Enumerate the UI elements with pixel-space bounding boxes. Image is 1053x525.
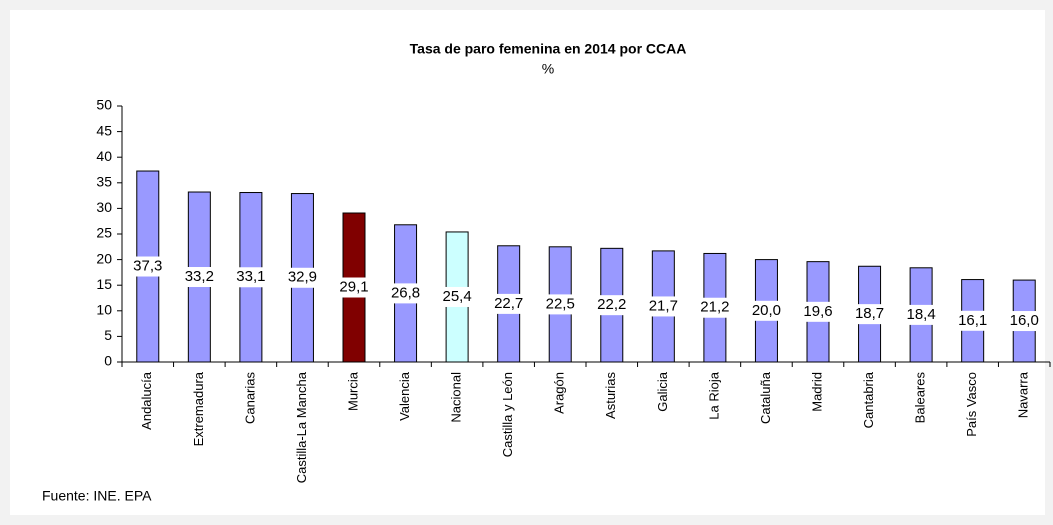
- x-tick-label: Cataluña: [758, 371, 773, 424]
- x-tick-label: La Rioja: [706, 371, 721, 419]
- value-label-bg: [1004, 311, 1045, 332]
- value-label: 32,9: [288, 269, 317, 286]
- y-tick-label: 30: [96, 199, 112, 215]
- y-tick-label: 0: [104, 353, 112, 369]
- value-label: 22,7: [494, 295, 523, 312]
- x-tick-label: Valencia: [397, 371, 412, 421]
- value-label-bg: [282, 267, 323, 288]
- x-tick-label: Extremadura: [191, 371, 206, 446]
- value-label-bg: [230, 267, 271, 288]
- value-label-bg: [694, 297, 735, 318]
- value-label: 25,4: [443, 288, 472, 305]
- chart-subtitle: %: [542, 61, 554, 77]
- value-label-bg: [385, 283, 426, 304]
- x-tick-label: Asturias: [603, 372, 618, 419]
- x-tick-label: Canarias: [242, 372, 257, 425]
- x-tick-label: Castilla y León: [500, 372, 515, 457]
- y-tick-label: 10: [96, 302, 112, 318]
- y-tick-label: 40: [96, 148, 112, 164]
- value-label: 21,7: [649, 297, 678, 314]
- value-label: 21,2: [700, 299, 729, 316]
- value-label-bg: [901, 304, 942, 325]
- y-tick-label: 35: [96, 174, 112, 190]
- x-tick-label: País Vasco: [964, 372, 979, 437]
- value-label: 16,0: [1010, 312, 1039, 329]
- value-label: 33,2: [185, 268, 214, 285]
- value-label: 19,6: [803, 303, 832, 320]
- value-label-bg: [334, 277, 374, 298]
- x-tick-label: Andalucía: [139, 371, 154, 430]
- value-label: 37,3: [133, 257, 162, 274]
- y-tick-label: 5: [104, 327, 112, 343]
- source-note: Fuente: INE. EPA: [42, 488, 152, 504]
- x-tick-label: Murcia: [345, 371, 360, 411]
- x-tick-label: Cantabria: [861, 371, 876, 428]
- value-label: 22,2: [597, 296, 626, 313]
- y-tick-label: 20: [96, 250, 112, 266]
- value-label-bg: [437, 286, 478, 307]
- x-tick-label: Galicia: [655, 371, 670, 412]
- value-label-bg: [952, 310, 993, 331]
- value-label: 29,1: [339, 278, 368, 295]
- y-tick-label: 25: [96, 225, 112, 241]
- value-label-bg: [746, 300, 787, 321]
- x-tick-label: Nacional: [449, 372, 464, 423]
- value-label: 18,4: [907, 306, 936, 323]
- y-tick-label: 15: [96, 276, 112, 292]
- value-label: 26,8: [391, 284, 420, 301]
- x-tick-label: Castilla-La Mancha: [294, 371, 309, 483]
- x-tick-label: Baleares: [913, 372, 928, 424]
- y-tick-label: 50: [96, 97, 112, 113]
- value-label-bg: [488, 293, 529, 314]
- value-label-bg: [127, 256, 168, 277]
- value-label-bg: [643, 296, 684, 317]
- x-tick-label: Navarra: [1016, 371, 1031, 418]
- value-label-bg: [591, 295, 632, 316]
- value-label-bg: [849, 304, 890, 325]
- value-label-bg: [798, 301, 838, 322]
- chart-title: Tasa de paro femenina en 2014 por CCAA: [410, 41, 687, 57]
- x-tick-label: Aragón: [552, 372, 567, 414]
- y-tick-label: 45: [96, 122, 112, 138]
- value-label: 20,0: [752, 302, 781, 319]
- value-label-bg: [540, 294, 581, 315]
- value-label: 16,1: [958, 312, 987, 329]
- chart-area: [10, 10, 1045, 515]
- value-label: 18,7: [855, 305, 884, 322]
- value-label: 22,5: [546, 295, 575, 312]
- value-label-bg: [179, 267, 220, 288]
- x-tick-label: Madrid: [809, 372, 824, 412]
- value-label: 33,1: [236, 268, 265, 285]
